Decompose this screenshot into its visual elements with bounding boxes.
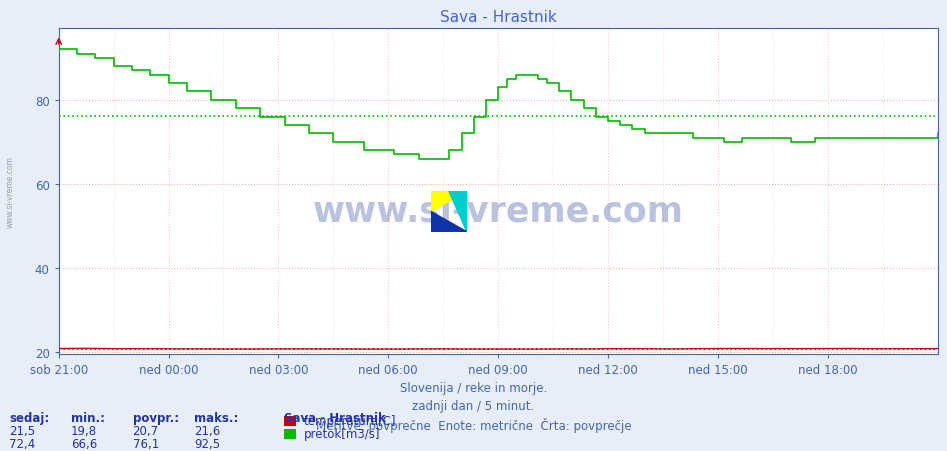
- Text: min.:: min.:: [71, 411, 105, 424]
- Text: 19,8: 19,8: [71, 424, 98, 437]
- Text: 20,7: 20,7: [133, 424, 159, 437]
- Text: 66,6: 66,6: [71, 437, 98, 451]
- Text: 21,5: 21,5: [9, 424, 36, 437]
- Text: Slovenija / reke in morje.: Slovenija / reke in morje.: [400, 381, 547, 394]
- Text: sedaj:: sedaj:: [9, 411, 50, 424]
- Title: Sava - Hrastnik: Sava - Hrastnik: [439, 10, 557, 25]
- Text: Meritve: povprečne  Enote: metrične  Črta: povprečje: Meritve: povprečne Enote: metrične Črta:…: [315, 417, 632, 432]
- Text: temperatura[C]: temperatura[C]: [304, 414, 397, 427]
- Text: pretok[m3/s]: pretok[m3/s]: [304, 428, 381, 440]
- Text: 76,1: 76,1: [133, 437, 159, 451]
- Text: www.si-vreme.com: www.si-vreme.com: [313, 194, 684, 228]
- Text: maks.:: maks.:: [194, 411, 239, 424]
- Text: 92,5: 92,5: [194, 437, 221, 451]
- Text: povpr.:: povpr.:: [133, 411, 179, 424]
- Text: 21,6: 21,6: [194, 424, 221, 437]
- Polygon shape: [431, 192, 467, 212]
- Text: zadnji dan / 5 minut.: zadnji dan / 5 minut.: [412, 399, 535, 412]
- Text: www.si-vreme.com: www.si-vreme.com: [6, 156, 15, 228]
- Text: Sava - Hrastnik: Sava - Hrastnik: [284, 411, 385, 424]
- Polygon shape: [449, 192, 467, 232]
- Polygon shape: [431, 212, 467, 232]
- Text: 72,4: 72,4: [9, 437, 36, 451]
